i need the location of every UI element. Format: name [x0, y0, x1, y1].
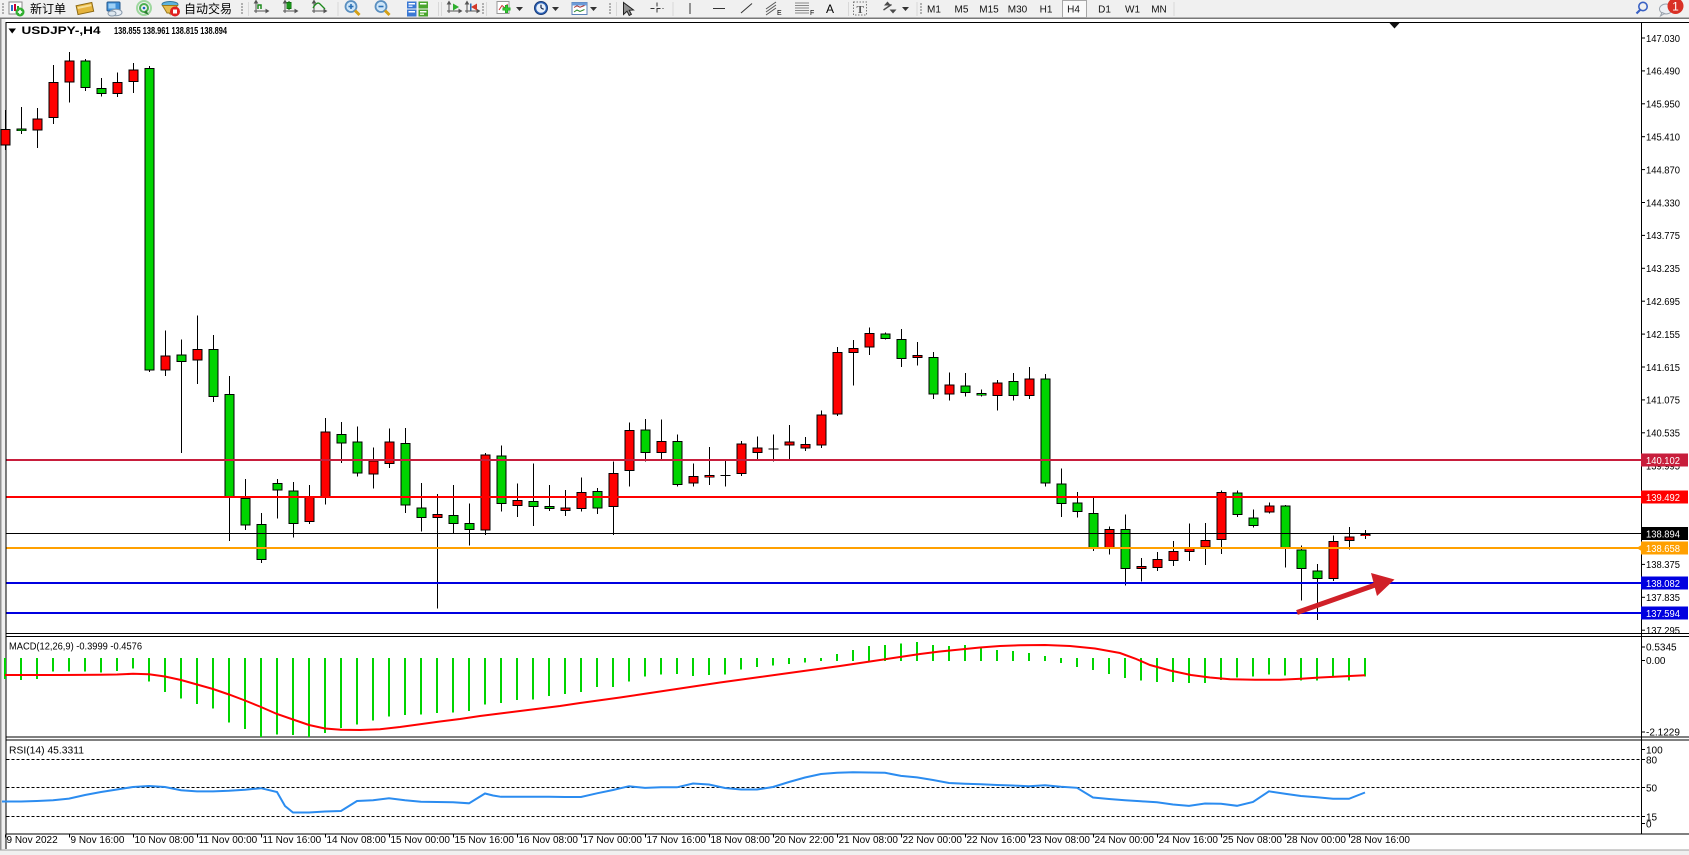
- svg-text:17 Nov 00:00: 17 Nov 00:00: [583, 835, 643, 846]
- svg-text:10 Nov 08:00: 10 Nov 08:00: [135, 835, 195, 846]
- svg-text:142.155: 142.155: [1646, 330, 1680, 341]
- svg-text:28 Nov 16:00: 28 Nov 16:00: [1351, 835, 1411, 846]
- svg-text:14 Nov 08:00: 14 Nov 08:00: [327, 835, 387, 846]
- svg-text:28 Nov 00:00: 28 Nov 00:00: [1287, 835, 1347, 846]
- svg-text:H1: H1: [1040, 5, 1053, 16]
- svg-text:146.490: 146.490: [1646, 67, 1680, 78]
- svg-text:21 Nov 08:00: 21 Nov 08:00: [839, 835, 899, 846]
- svg-text:140.102: 140.102: [1646, 456, 1680, 467]
- svg-text:-2.1229: -2.1229: [1646, 728, 1680, 739]
- svg-text:138.658: 138.658: [1646, 544, 1680, 555]
- svg-text:147.030: 147.030: [1646, 34, 1680, 45]
- svg-text:16 Nov 08:00: 16 Nov 08:00: [519, 835, 579, 846]
- svg-text:137.835: 137.835: [1646, 593, 1680, 604]
- svg-text:22 Nov 16:00: 22 Nov 16:00: [967, 835, 1027, 846]
- svg-text:145.410: 145.410: [1646, 133, 1680, 144]
- svg-text:22 Nov 00:00: 22 Nov 00:00: [903, 835, 963, 846]
- svg-text:0.00: 0.00: [1646, 656, 1666, 667]
- svg-text:138.082: 138.082: [1646, 579, 1680, 590]
- svg-text:新订单: 新订单: [30, 1, 66, 16]
- svg-text:11 Nov 00:00: 11 Nov 00:00: [199, 835, 258, 846]
- svg-text:143.235: 143.235: [1646, 264, 1680, 275]
- svg-text:144.330: 144.330: [1646, 198, 1680, 209]
- svg-text:9 Nov 16:00: 9 Nov 16:00: [71, 835, 125, 846]
- svg-text:MACD(12,26,9) -0.3999 -0.4576: MACD(12,26,9) -0.3999 -0.4576: [9, 642, 142, 653]
- svg-text:A: A: [826, 2, 834, 16]
- svg-text:M5: M5: [955, 5, 969, 16]
- svg-text:25 Nov 08:00: 25 Nov 08:00: [1223, 835, 1283, 846]
- svg-text:M15: M15: [979, 5, 999, 16]
- svg-text:H4: H4: [1067, 5, 1080, 16]
- svg-text:145.950: 145.950: [1646, 100, 1680, 111]
- svg-text:E: E: [777, 10, 782, 17]
- svg-text:140.535: 140.535: [1646, 429, 1680, 440]
- svg-text:50: 50: [1646, 783, 1658, 794]
- svg-text:18 Nov 08:00: 18 Nov 08:00: [711, 835, 771, 846]
- svg-text:138.894: 138.894: [1646, 529, 1680, 540]
- svg-text:20 Nov 22:00: 20 Nov 22:00: [775, 835, 835, 846]
- svg-text:MN: MN: [1151, 5, 1167, 16]
- svg-text:137.594: 137.594: [1646, 609, 1680, 620]
- svg-text:139.995: 139.995: [1646, 462, 1680, 473]
- svg-text:T: T: [857, 4, 865, 16]
- svg-text:144.870: 144.870: [1646, 165, 1680, 176]
- svg-text:USDJPY-,H4: USDJPY-,H4: [22, 25, 102, 37]
- svg-text:24 Nov 00:00: 24 Nov 00:00: [1095, 835, 1155, 846]
- svg-text:9 Nov 2022: 9 Nov 2022: [7, 835, 59, 846]
- svg-text:141.615: 141.615: [1646, 363, 1680, 374]
- svg-text:0: 0: [1646, 819, 1652, 830]
- svg-text:137.295: 137.295: [1646, 626, 1680, 637]
- svg-text:139.492: 139.492: [1646, 493, 1680, 504]
- svg-text:17 Nov 16:00: 17 Nov 16:00: [647, 835, 707, 846]
- svg-text:23 Nov 08:00: 23 Nov 08:00: [1031, 835, 1091, 846]
- svg-text:24 Nov 16:00: 24 Nov 16:00: [1159, 835, 1219, 846]
- svg-text:138.375: 138.375: [1646, 560, 1680, 571]
- svg-text:M1: M1: [927, 5, 941, 16]
- svg-text:11 Nov 16:00: 11 Nov 16:00: [263, 835, 322, 846]
- svg-text:143.775: 143.775: [1646, 231, 1680, 242]
- svg-text:80: 80: [1646, 755, 1658, 766]
- svg-text:自动交易: 自动交易: [184, 1, 232, 16]
- svg-text:100: 100: [1646, 745, 1663, 756]
- svg-text:W1: W1: [1125, 5, 1140, 16]
- svg-text:M30: M30: [1008, 5, 1028, 16]
- svg-text:1: 1: [1672, 0, 1679, 14]
- svg-text:RSI(14) 45.3311: RSI(14) 45.3311: [9, 746, 84, 757]
- svg-text:15: 15: [1646, 812, 1658, 823]
- svg-text:15 Nov 00:00: 15 Nov 00:00: [391, 835, 451, 846]
- svg-text:D1: D1: [1098, 5, 1111, 16]
- svg-text:F: F: [810, 10, 814, 17]
- svg-text:141.075: 141.075: [1646, 396, 1680, 407]
- svg-text:138.855 138.961 138.815 138.89: 138.855 138.961 138.815 138.894: [114, 25, 227, 37]
- svg-text:0.5345: 0.5345: [1646, 643, 1677, 654]
- svg-text:15 Nov 16:00: 15 Nov 16:00: [455, 835, 515, 846]
- svg-text:142.695: 142.695: [1646, 297, 1680, 308]
